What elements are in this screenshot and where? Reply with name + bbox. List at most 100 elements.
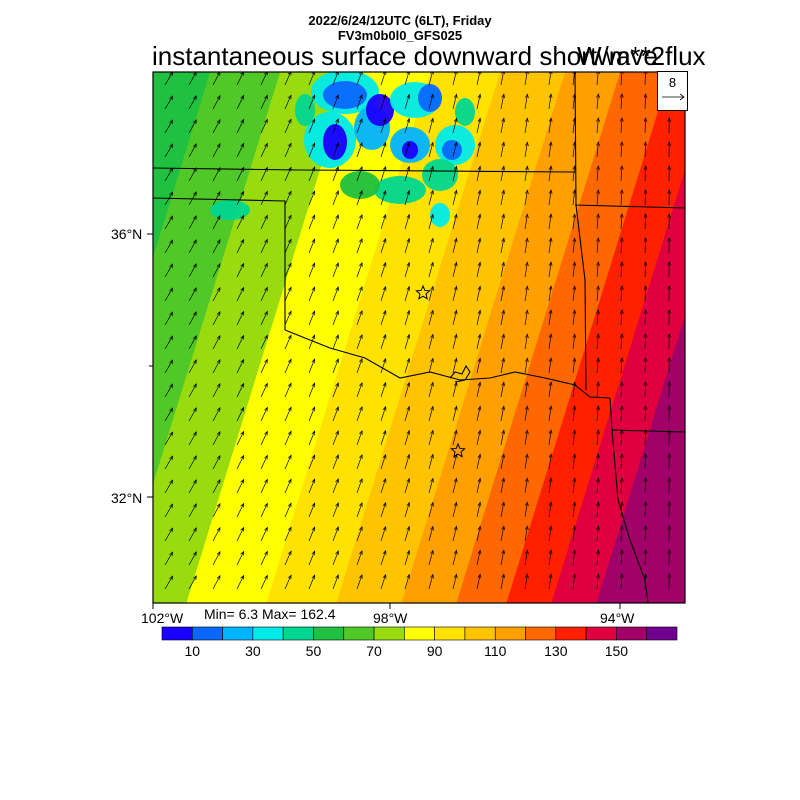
wind-arrow (380, 549, 387, 566)
colorbar-label: 10 (184, 643, 201, 659)
date-title: 2022/6/24/12UTC (6LT), Friday (308, 13, 492, 28)
wind-arrow (404, 237, 411, 254)
wind-arrow (284, 574, 292, 590)
wind-arrow (619, 525, 624, 542)
wind-arrow (500, 165, 506, 182)
wind-arrow (212, 72, 221, 86)
wind-arrow (380, 573, 387, 590)
wind-arrow (452, 381, 458, 398)
wind-arrow (236, 118, 245, 134)
wind-arrow (284, 118, 292, 134)
wind-arrow (236, 358, 245, 374)
wind-arrow (236, 166, 245, 182)
wind-arrow (572, 453, 577, 470)
wind-arrow (572, 261, 577, 278)
wind-arrow (332, 94, 339, 110)
wind-arrow (404, 501, 411, 518)
wind-arrow (619, 549, 624, 566)
wind-arrow (284, 166, 292, 182)
colorbar-swatch (252, 626, 284, 641)
wind-arrow (667, 213, 672, 230)
wind-arrow (284, 72, 292, 86)
border-line (574, 204, 685, 209)
wind-arrow (619, 333, 624, 350)
wind-arrow (188, 407, 197, 422)
wind-arrow (188, 263, 197, 278)
lon-label-102w: 102°W (141, 610, 184, 626)
wind-arrow (164, 143, 174, 158)
wind-arrow (643, 525, 648, 542)
wind-arrow (476, 333, 482, 350)
cloud-patch (210, 200, 250, 220)
colorbar-swatch (161, 626, 193, 641)
wind-arrow (236, 214, 245, 230)
wind-arrow (500, 525, 506, 542)
wind-arrow (284, 406, 292, 422)
wind-arrow (260, 406, 268, 422)
lon-label-94w: 94°W (600, 610, 635, 626)
wind-arrow (572, 189, 577, 206)
wind-arrow (308, 72, 316, 86)
wind-arrow (572, 381, 577, 398)
wind-arrow (164, 527, 174, 542)
wind-arrow (476, 501, 482, 518)
wind-arrow (476, 477, 482, 494)
wind-arrow (404, 405, 411, 422)
wind-arrow (356, 166, 363, 182)
colorbar-label: 30 (245, 643, 261, 659)
wind-arrow (428, 357, 434, 374)
wind-arrow (404, 261, 411, 278)
wind-arrow (643, 285, 648, 302)
border-line (284, 329, 611, 399)
wind-arrow (188, 383, 197, 398)
wind-arrow (164, 407, 174, 422)
wind-arrow (428, 285, 434, 302)
vector-reference-value: 8 (668, 75, 677, 90)
wind-arrow (572, 213, 577, 230)
wind-arrow (284, 334, 292, 350)
colorbar-label: 90 (426, 643, 443, 659)
wind-arrow (356, 574, 363, 590)
colorbar-label: 150 (604, 643, 629, 659)
wind-arrow (356, 382, 363, 398)
wind-arrow (404, 93, 411, 110)
wind-arrow (404, 357, 411, 374)
cloud-patch (323, 81, 367, 109)
wind-arrow (236, 382, 245, 398)
wind-arrow (260, 358, 268, 374)
wind-arrow (572, 309, 577, 326)
wind-arrow (332, 478, 339, 494)
wind-arrow (667, 261, 672, 278)
wind-arrow (452, 357, 458, 374)
wind-arrow (596, 93, 600, 110)
city-markers (415, 284, 466, 458)
wind-arrow (548, 261, 553, 278)
wind-arrow (356, 94, 363, 110)
wind-arrow (619, 477, 624, 494)
wind-arrow (548, 573, 553, 590)
wind-arrow (428, 93, 434, 110)
wind-arrow (188, 527, 197, 542)
colorbar-swatch (343, 626, 375, 641)
wind-arrow (619, 237, 624, 254)
colorbar-swatch (555, 626, 587, 641)
wind-arrow (284, 214, 292, 230)
wind-arrow (236, 94, 245, 110)
wind-arrow (548, 525, 553, 542)
wind-arrow (596, 117, 600, 134)
wind-arrow (643, 381, 648, 398)
wind-arrow (619, 309, 624, 326)
wind-arrow (380, 117, 387, 134)
wind-arrow (596, 237, 600, 254)
wind-arrow (667, 357, 672, 374)
wind-arrow (404, 333, 411, 350)
wind-arrow (260, 310, 268, 326)
wind-arrow (260, 478, 268, 494)
cloud-patch (402, 141, 418, 159)
wind-arrow (188, 143, 197, 158)
wind-arrow (596, 405, 600, 422)
wind-arrow (667, 333, 672, 350)
wind-arrow (284, 190, 292, 206)
wind-arrow (236, 262, 245, 278)
wind-arrow (500, 573, 506, 590)
